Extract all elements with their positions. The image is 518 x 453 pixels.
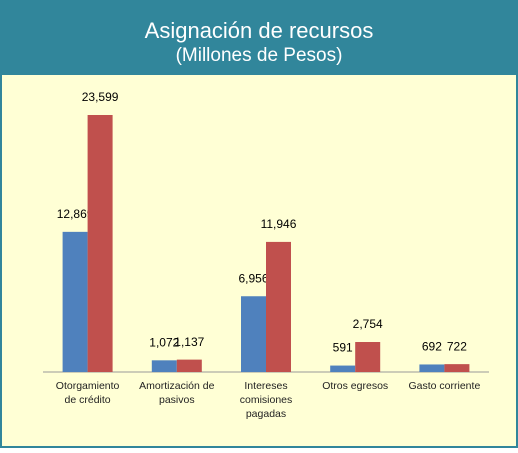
header [1, 1, 517, 75]
x-tick-label: pagadas [246, 408, 286, 420]
x-tick-label: Otros egresos [322, 380, 388, 392]
bar [355, 342, 381, 372]
x-tick-label: pasivos [159, 394, 195, 406]
bar [444, 364, 470, 372]
chart-subtitle: (Millones de Pesos) [176, 45, 343, 66]
value-label: 12,869 [57, 207, 94, 221]
x-tick-label: Intereses [244, 380, 287, 392]
value-label: 1,137 [174, 335, 204, 349]
value-label: 722 [447, 339, 467, 353]
bar [241, 296, 266, 372]
bar [419, 364, 445, 372]
value-label: 692 [422, 340, 442, 354]
bar [151, 360, 177, 372]
bar [330, 365, 356, 372]
bar [62, 231, 88, 372]
bar [87, 115, 113, 372]
x-tick-label: Amortización de [139, 380, 214, 392]
x-tick-label: Otorgamiento [56, 380, 120, 392]
x-tick-label: comisiones [240, 394, 293, 406]
bar [266, 241, 291, 372]
x-tick-label: de crédito [65, 394, 111, 406]
value-label: 11,946 [261, 217, 297, 231]
chart-title: Asignación de recursos [145, 18, 374, 43]
value-label: 1,072 [149, 335, 179, 349]
value-label: 2,754 [353, 317, 383, 331]
value-label: 591 [333, 341, 353, 355]
value-label: 23,599 [82, 90, 119, 104]
value-label: 6,956 [238, 271, 268, 285]
x-tick-label: Gasto corriente [409, 380, 481, 392]
bar [176, 359, 202, 372]
